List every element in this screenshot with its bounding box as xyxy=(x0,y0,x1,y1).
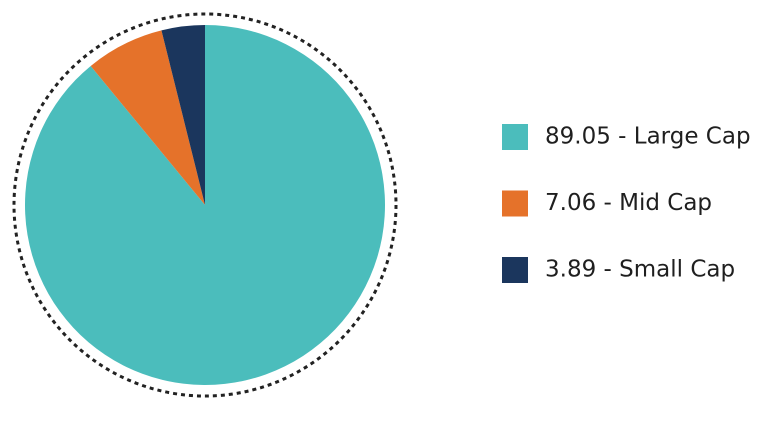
legend-swatch xyxy=(502,124,528,150)
legend-label: 89.05 - Large Cap xyxy=(545,124,751,150)
legend-label: 3.89 - Small Cap xyxy=(545,257,735,283)
pie-slice xyxy=(90,30,205,206)
legend-swatch xyxy=(502,190,528,217)
legend-label: 7.06 - Mid Cap xyxy=(545,190,712,216)
legend-swatch xyxy=(502,257,528,283)
pie-slice xyxy=(161,25,205,205)
dashed-ring xyxy=(12,12,398,398)
